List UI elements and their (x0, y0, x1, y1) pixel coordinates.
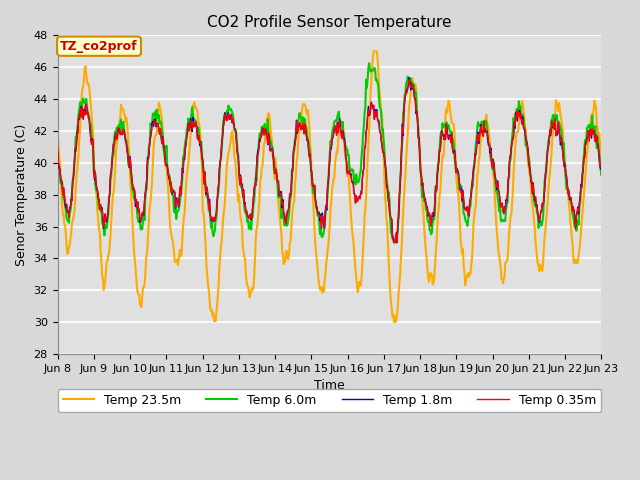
Temp 0.35m (598, 162, 605, 168)
Temp 1.8m (396, 182, 404, 188)
Temp 6.0m (204, 195, 211, 201)
Temp 6.0m (397, 167, 404, 173)
Text: TZ_co2prof: TZ_co2prof (60, 40, 138, 53)
Temp 6.0m (598, 172, 605, 178)
Temp 23.5m (204, 273, 211, 279)
Temp 23.5m (413, 103, 420, 108)
Line: Temp 23.5m: Temp 23.5m (58, 51, 602, 322)
Temp 1.8m (390, 240, 398, 245)
Temp 0.35m (405, 77, 413, 83)
Temp 23.5m (397, 256, 404, 262)
Temp 0.35m (396, 180, 404, 186)
Temp 23.5m (175, 258, 182, 264)
Temp 23.5m (120, 106, 127, 112)
Temp 0.35m (204, 187, 211, 192)
Line: Temp 1.8m: Temp 1.8m (58, 78, 602, 242)
Temp 1.8m (405, 75, 413, 81)
Temp 6.0m (390, 240, 398, 245)
Temp 1.8m (63, 209, 71, 215)
Temp 23.5m (598, 156, 605, 162)
Temp 1.8m (413, 108, 420, 114)
Temp 6.0m (175, 207, 182, 213)
Temp 1.8m (598, 163, 605, 169)
Temp 1.8m (204, 187, 211, 192)
Temp 0.35m (390, 240, 398, 245)
Temp 6.0m (63, 217, 71, 223)
Temp 6.0m (120, 119, 127, 125)
Y-axis label: Senor Temperature (C): Senor Temperature (C) (15, 124, 28, 266)
Temp 0.35m (413, 109, 420, 115)
Temp 0.35m (63, 208, 71, 214)
Line: Temp 0.35m: Temp 0.35m (58, 80, 602, 242)
Temp 6.0m (365, 60, 373, 66)
Temp 23.5m (63, 251, 71, 257)
Temp 23.5m (54, 128, 61, 134)
Temp 6.0m (54, 162, 61, 168)
Temp 1.8m (54, 148, 61, 154)
Temp 0.35m (54, 145, 61, 151)
Temp 0.35m (175, 203, 182, 209)
Temp 6.0m (413, 108, 420, 114)
Temp 0.35m (120, 126, 127, 132)
Temp 23.5m (390, 319, 398, 325)
Temp 1.8m (175, 204, 182, 210)
Title: CO2 Profile Sensor Temperature: CO2 Profile Sensor Temperature (207, 15, 452, 30)
Legend: Temp 23.5m, Temp 6.0m, Temp 1.8m, Temp 0.35m: Temp 23.5m, Temp 6.0m, Temp 1.8m, Temp 0… (58, 389, 601, 412)
Temp 1.8m (120, 128, 127, 133)
Temp 23.5m (370, 48, 378, 54)
X-axis label: Time: Time (314, 379, 345, 393)
Line: Temp 6.0m: Temp 6.0m (58, 63, 602, 242)
